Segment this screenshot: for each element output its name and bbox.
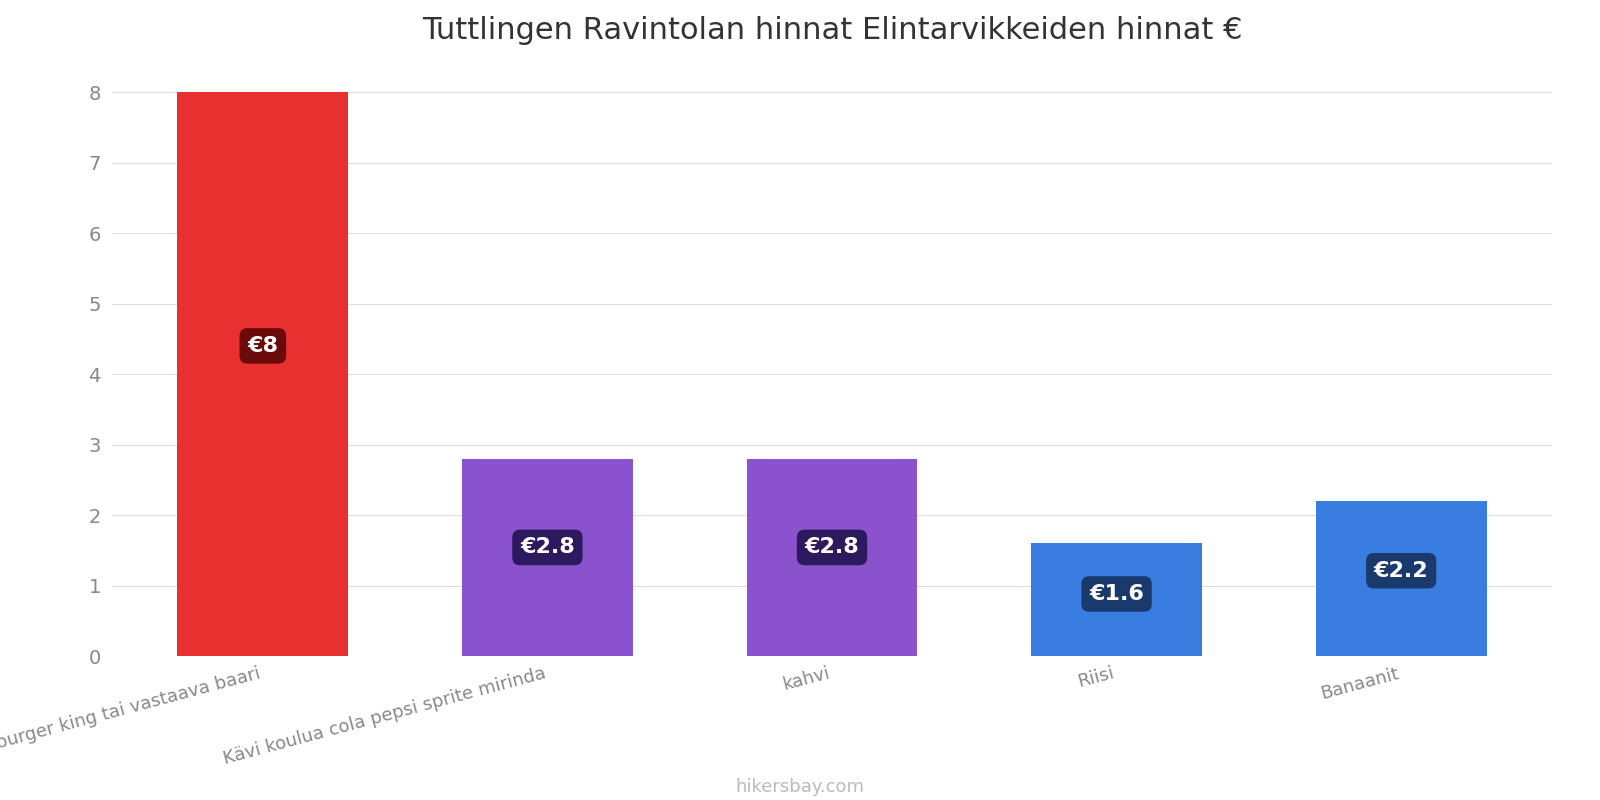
Bar <box>462 458 632 656</box>
Text: hikersbay.com: hikersbay.com <box>736 778 864 796</box>
Bar <box>178 92 349 656</box>
Text: €1.6: €1.6 <box>1090 584 1144 604</box>
Bar <box>1032 543 1202 656</box>
Bar <box>747 458 917 656</box>
Text: €2.2: €2.2 <box>1374 561 1429 581</box>
Text: €2.8: €2.8 <box>805 538 859 558</box>
Bar <box>1315 501 1486 656</box>
Title: Tuttlingen Ravintolan hinnat Elintarvikkeiden hinnat €: Tuttlingen Ravintolan hinnat Elintarvikk… <box>422 16 1242 45</box>
Text: €2.8: €2.8 <box>520 538 574 558</box>
Text: €8: €8 <box>248 336 278 356</box>
